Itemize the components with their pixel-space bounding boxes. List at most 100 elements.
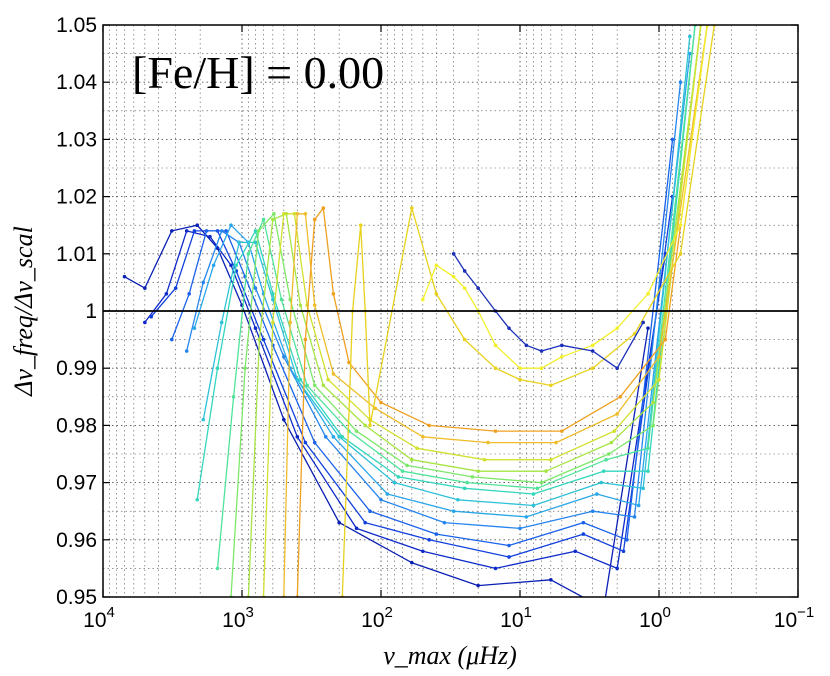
- data-point: [595, 492, 599, 496]
- data-point: [340, 435, 345, 439]
- data-point: [456, 497, 460, 502]
- data-point: [385, 492, 390, 496]
- y-axis-label: Δν_freq/Δν_scal: [9, 226, 38, 397]
- data-point: [415, 446, 419, 451]
- data-point: [331, 372, 336, 376]
- data-point: [606, 452, 611, 456]
- y-tick-label: 1: [85, 300, 97, 323]
- data-point: [192, 229, 197, 233]
- data-point: [298, 303, 303, 308]
- data-point: [646, 446, 650, 451]
- data-point: [442, 520, 447, 525]
- data-point: [201, 280, 206, 285]
- data-point: [243, 366, 247, 371]
- data-point: [295, 377, 300, 382]
- data-point: [462, 337, 467, 342]
- data-point: [358, 223, 363, 227]
- data-point: [271, 217, 275, 222]
- data-point: [282, 417, 286, 422]
- data-point: [615, 412, 619, 416]
- data-point: [663, 337, 668, 342]
- data-point: [476, 469, 480, 473]
- grid: [103, 25, 798, 597]
- data-point: [256, 229, 261, 233]
- x-tick-label: 103: [222, 604, 254, 632]
- data-point: [272, 211, 276, 216]
- data-point: [486, 440, 490, 445]
- data-point: [253, 229, 258, 233]
- data-point: [615, 326, 619, 330]
- data-point: [192, 326, 197, 330]
- data-point: [312, 217, 317, 222]
- data-point: [646, 326, 650, 330]
- data-point: [149, 314, 154, 319]
- data-point: [590, 349, 595, 353]
- data-point: [507, 543, 511, 548]
- data-point: [549, 457, 553, 462]
- data-point: [257, 337, 262, 342]
- y-tick-label: 0.98: [56, 414, 97, 437]
- data-point: [312, 303, 317, 308]
- data-point: [195, 223, 200, 227]
- data-point: [184, 229, 189, 233]
- data-point: [295, 435, 300, 439]
- data-point: [590, 366, 595, 371]
- data-point: [303, 440, 308, 445]
- data-point: [554, 440, 558, 445]
- data-point: [641, 320, 645, 325]
- data-point: [507, 555, 511, 559]
- y-tick-label: 1.02: [56, 186, 97, 209]
- data-point: [326, 377, 330, 382]
- data-point: [636, 503, 641, 508]
- data-point: [462, 486, 467, 491]
- data-point: [573, 549, 578, 554]
- data-point: [410, 457, 414, 462]
- data-point: [237, 240, 241, 245]
- data-point: [312, 440, 317, 445]
- data-point: [392, 480, 397, 485]
- data-point: [688, 34, 692, 39]
- x-tick-label: 101: [500, 604, 532, 632]
- data-point: [421, 549, 425, 554]
- data-point: [305, 383, 309, 388]
- data-point: [678, 252, 683, 256]
- data-point: [321, 383, 326, 388]
- data-point: [493, 429, 498, 433]
- y-tick-label: 1.04: [56, 71, 97, 94]
- data-point: [549, 578, 553, 582]
- data-point: [373, 406, 378, 411]
- data-point: [400, 469, 405, 473]
- data-point: [621, 549, 626, 554]
- data-point: [282, 354, 286, 359]
- series-layer: [122, 25, 717, 597]
- data-point: [539, 480, 544, 485]
- data-point: [531, 492, 536, 496]
- data-point: [405, 463, 409, 468]
- data-point: [451, 509, 456, 513]
- series-line-track-16: [422, 25, 708, 369]
- y-tick-label: 1.03: [56, 128, 97, 151]
- data-point: [347, 360, 351, 365]
- data-point: [560, 343, 564, 348]
- data-point: [657, 354, 661, 359]
- data-point: [493, 566, 498, 571]
- data-point: [462, 286, 467, 290]
- data-point: [184, 349, 189, 353]
- data-point: [337, 520, 341, 525]
- data-point: [641, 486, 645, 491]
- data-point: [451, 274, 456, 279]
- data-point: [261, 337, 266, 342]
- data-point: [292, 211, 297, 216]
- data-point: [379, 400, 383, 405]
- data-point: [462, 269, 467, 273]
- data-point: [599, 480, 604, 485]
- data-point: [363, 423, 367, 428]
- data-point: [476, 286, 480, 290]
- data-point: [253, 326, 258, 330]
- data-point: [354, 429, 359, 433]
- data-point: [670, 137, 675, 142]
- data-point: [215, 366, 220, 371]
- data-point: [518, 366, 522, 371]
- data-point: [618, 395, 623, 399]
